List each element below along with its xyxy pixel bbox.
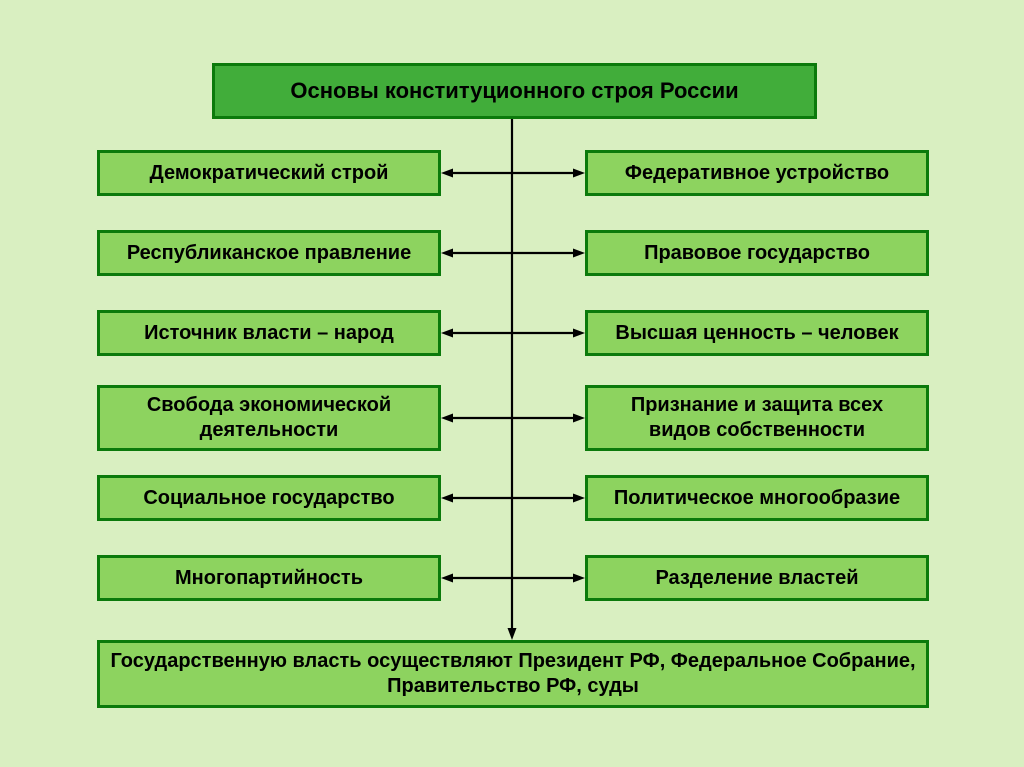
diagram-canvas: Основы конституционного строя России Демо… [0,0,1024,767]
left-item-3: Свобода экономической деятельности [97,385,441,451]
title-box: Основы конституционного строя России [212,63,817,119]
left-item-4: Социальное государство [97,475,441,521]
right-item-3: Признание и защита всех видов собственно… [585,385,929,451]
left-item-0: Демократический строй [97,150,441,196]
left-item-1: Республиканское правление [97,230,441,276]
right-item-1: Правовое государство [585,230,929,276]
left-item-5: Многопартийность [97,555,441,601]
footer-box: Государственную власть осуществляют През… [97,640,929,708]
right-item-5: Разделение властей [585,555,929,601]
right-item-4: Политическое многообразие [585,475,929,521]
right-item-2: Высшая ценность – человек [585,310,929,356]
left-item-2: Источник власти – народ [97,310,441,356]
right-item-0: Федеративное устройство [585,150,929,196]
